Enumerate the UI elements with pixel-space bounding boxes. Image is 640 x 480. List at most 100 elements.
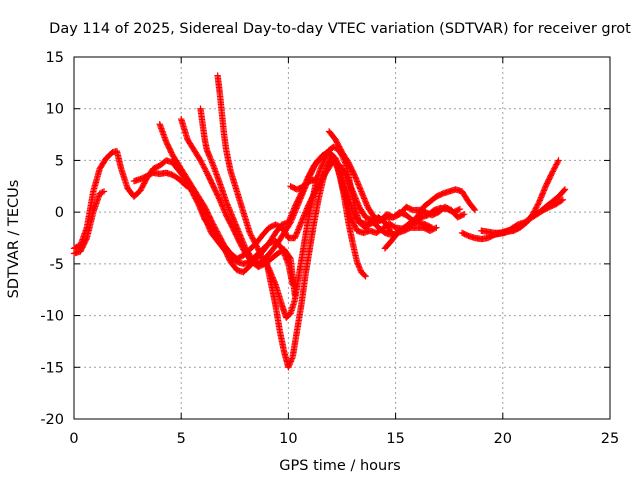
data-point <box>212 225 219 232</box>
data-point <box>313 175 320 183</box>
data-point <box>224 214 231 222</box>
x-axis-label: GPS time / hours <box>279 458 400 474</box>
data-point <box>548 169 556 177</box>
data-point <box>323 162 331 169</box>
data-point <box>208 159 216 166</box>
data-point <box>215 232 223 239</box>
data-point <box>213 226 220 234</box>
data-point <box>533 202 541 210</box>
data-point <box>206 153 213 160</box>
data-point <box>356 265 364 273</box>
data-point <box>140 180 148 187</box>
data-point <box>287 358 295 365</box>
y-tick-label: -10 <box>40 309 64 325</box>
data-point <box>553 159 561 167</box>
data-point <box>208 217 215 224</box>
data-point <box>209 160 216 168</box>
y-tick-label: 5 <box>55 153 64 169</box>
data-point <box>198 159 206 167</box>
data-point <box>551 165 558 172</box>
data-point <box>337 146 344 153</box>
data-point <box>205 152 213 159</box>
data-point <box>140 181 147 189</box>
data-point <box>198 158 205 166</box>
data-point <box>288 356 295 364</box>
data-point <box>549 168 557 175</box>
data-point <box>287 359 294 367</box>
data-point <box>455 206 462 213</box>
data-point <box>225 217 233 224</box>
data-point <box>137 187 144 194</box>
data-point <box>223 213 231 220</box>
data-point <box>83 236 90 243</box>
data-point <box>285 364 292 371</box>
data-point <box>531 206 539 214</box>
x-tick-label: 20 <box>494 431 512 447</box>
data-point <box>361 272 368 279</box>
data-point <box>96 190 103 197</box>
data-point <box>333 137 340 145</box>
data-point <box>459 211 467 219</box>
data-point <box>286 254 293 261</box>
y-tick-label: 0 <box>55 205 64 221</box>
series-track-11 <box>381 186 479 252</box>
data-point <box>558 197 565 204</box>
data-point <box>534 201 542 208</box>
data-point <box>335 143 343 150</box>
series-track-2 <box>70 188 108 257</box>
y-tick-label: -20 <box>40 412 64 428</box>
data-point <box>324 149 331 157</box>
data-point <box>218 237 226 245</box>
data-point <box>197 157 204 164</box>
data-point <box>317 164 325 171</box>
data-point <box>215 231 222 238</box>
data-point <box>214 229 221 237</box>
data-point <box>387 228 394 235</box>
data-point <box>199 161 206 168</box>
data-point <box>211 224 218 231</box>
data-point <box>323 151 331 158</box>
data-point <box>288 355 296 362</box>
chart-title: Day 114 of 2025, Sidereal Day-to-day VTE… <box>49 21 631 37</box>
data-point <box>461 211 468 218</box>
data-point <box>100 188 108 195</box>
data-point <box>246 229 254 237</box>
data-point <box>208 218 216 225</box>
data-point <box>334 140 341 148</box>
data-point <box>532 205 539 212</box>
y-tick-label: -5 <box>50 257 64 273</box>
data-point <box>355 261 362 268</box>
data-point <box>209 219 216 227</box>
y-tick-label: 10 <box>46 102 64 118</box>
data-point <box>561 186 569 193</box>
data-point <box>535 199 542 207</box>
data-point <box>207 156 215 163</box>
data-marks <box>70 72 569 371</box>
data-point <box>560 187 568 194</box>
data-point <box>355 263 363 270</box>
data-point <box>251 239 259 246</box>
y-axis-label: SDTVAR / TECUs <box>6 180 22 299</box>
data-point <box>216 233 223 241</box>
data-point <box>332 136 339 143</box>
grid-lines <box>74 57 610 419</box>
y-tick-label: 15 <box>46 50 64 66</box>
data-point <box>555 157 562 164</box>
data-point <box>559 196 567 203</box>
data-point <box>550 166 557 174</box>
data-point <box>248 233 256 241</box>
data-point <box>250 236 257 243</box>
data-point <box>223 212 230 219</box>
data-point <box>335 142 342 149</box>
data-point <box>219 239 226 246</box>
series-track-9 <box>325 128 468 224</box>
data-point <box>217 235 224 242</box>
data-point <box>202 166 209 174</box>
x-tick-label: 5 <box>177 431 186 447</box>
data-point <box>285 362 293 370</box>
data-point <box>471 206 479 214</box>
y-tick-label: -15 <box>40 360 64 376</box>
data-point <box>456 205 464 213</box>
data-point <box>215 195 223 202</box>
